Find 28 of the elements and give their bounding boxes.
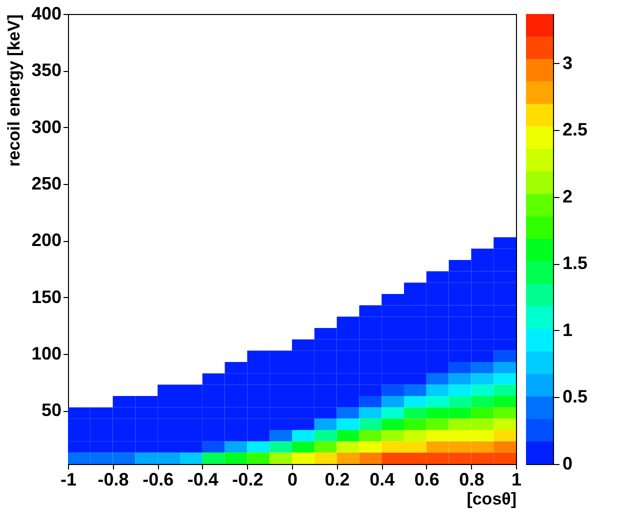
color-bar-label: 1.5 [562, 253, 588, 274]
x-tick-label: -0.4 [187, 470, 218, 490]
color-bar-label: 2.5 [562, 120, 588, 140]
y-tick-label: 400 [31, 4, 62, 24]
y-tick-label: 200 [31, 230, 62, 250]
x-tick-label: -0.6 [142, 470, 174, 490]
x-tick-label: 0.8 [459, 470, 484, 490]
y-tick-label: 150 [31, 286, 62, 307]
x-tick-label: 0 [287, 470, 298, 490]
color-bar-label: 2 [562, 186, 573, 206]
color-bar-label: 0 [562, 454, 573, 474]
color-bar-label: 0.5 [562, 386, 588, 407]
y-tick-label: 50 [41, 400, 62, 420]
x-tick-label: -0.2 [232, 470, 264, 490]
x-tick-label: -0.8 [98, 470, 129, 490]
x-tick-label: 0.6 [414, 470, 440, 490]
color-bar-label: 1 [562, 320, 573, 340]
y-tick-label: 250 [31, 174, 62, 194]
x-axis-title: [cosθ] [466, 490, 516, 508]
y-tick-label: 100 [31, 344, 62, 364]
x-tick-label: 0.4 [370, 470, 395, 490]
y-tick-label: 300 [31, 116, 62, 137]
x-tick-label: -1 [60, 470, 77, 490]
y-axis-title: recoil energy [keV] [4, 14, 24, 167]
x-tick-label: 0.2 [324, 470, 350, 490]
y-tick-label: 350 [31, 60, 62, 80]
color-bar-label: 3 [562, 52, 573, 73]
x-tick-label: 1 [511, 470, 522, 490]
